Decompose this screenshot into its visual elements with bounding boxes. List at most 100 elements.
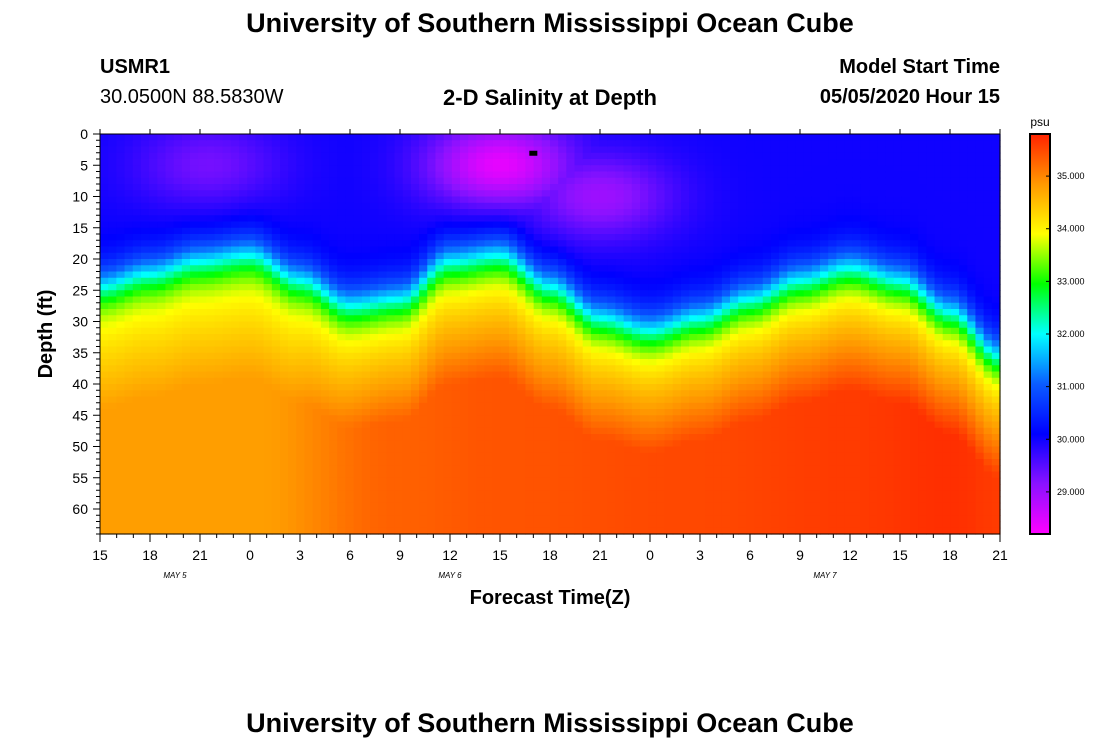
- heatmap-cell: [370, 321, 379, 329]
- heatmap-cell: [705, 384, 715, 391]
- heatmap-cell: [345, 290, 355, 298]
- heatmap-cell: [206, 240, 216, 248]
- heatmap-cell: [435, 215, 445, 223]
- heatmap-cell: [460, 377, 469, 385]
- heatmap-cell: [132, 159, 142, 166]
- heatmap-cell: [517, 390, 527, 398]
- heatmap-cell: [721, 171, 731, 179]
- heatmap-cell: [247, 434, 257, 441]
- heatmap-cell: [648, 471, 657, 479]
- heatmap-cell: [664, 315, 674, 323]
- heatmap-cell: [468, 415, 477, 423]
- heatmap-cell: [140, 165, 150, 173]
- heatmap-cell: [656, 440, 666, 448]
- heatmap-cell: [304, 271, 314, 279]
- heatmap-cell: [541, 346, 551, 354]
- heatmap-cell: [312, 290, 322, 298]
- heatmap-cell: [590, 177, 600, 185]
- heatmap-cell: [100, 377, 109, 385]
- heatmap-cell: [574, 240, 584, 248]
- heatmap-cell: [517, 421, 527, 429]
- heatmap-cell: [263, 484, 273, 491]
- heatmap-cell: [689, 527, 698, 535]
- heatmap-cell: [116, 459, 126, 466]
- heatmap-cell: [451, 184, 461, 191]
- heatmap-cell: [558, 159, 567, 166]
- heatmap-cell: [623, 477, 633, 485]
- heatmap-cell: [157, 334, 167, 341]
- heatmap-cell: [607, 384, 617, 391]
- heatmap-cell: [255, 509, 265, 516]
- heatmap-cell: [206, 446, 216, 454]
- heatmap-cell: [386, 252, 396, 260]
- heatmap-cell: [296, 227, 306, 235]
- heatmap-cell: [329, 327, 338, 335]
- heatmap-cell: [329, 471, 338, 479]
- heatmap-cell: [640, 384, 649, 391]
- heatmap-cell: [271, 496, 281, 504]
- heatmap-cell: [492, 152, 502, 160]
- heatmap-cell: [288, 352, 297, 360]
- heatmap-cell: [386, 302, 396, 310]
- heatmap-cell: [460, 284, 469, 291]
- heatmap-cell: [124, 177, 134, 185]
- heatmap-cell: [419, 359, 428, 366]
- heatmap-cell: [697, 177, 707, 185]
- heatmap-cell: [525, 459, 535, 466]
- heatmap-cell: [100, 234, 109, 241]
- heatmap-cell: [730, 415, 739, 423]
- heatmap-cell: [165, 221, 175, 229]
- heatmap-cell: [582, 296, 592, 304]
- heatmap-cell: [370, 302, 379, 310]
- heatmap-cell: [320, 465, 330, 473]
- heatmap-cell: [664, 477, 674, 485]
- heatmap-cell: [116, 146, 126, 154]
- heatmap-cell: [378, 171, 387, 179]
- heatmap-cell: [435, 234, 445, 241]
- heatmap-cell: [525, 184, 535, 191]
- heatmap-cell: [664, 140, 674, 148]
- heatmap-cell: [190, 409, 199, 416]
- heatmap-cell: [239, 440, 248, 448]
- heatmap-cell: [239, 346, 248, 354]
- heatmap-cell: [337, 334, 347, 341]
- heatmap-cell: [525, 402, 535, 410]
- heatmap-cell: [419, 284, 428, 291]
- heatmap-cell: [590, 327, 600, 335]
- heatmap-cell: [689, 352, 698, 360]
- heatmap-cell: [427, 377, 437, 385]
- heatmap-cell: [100, 221, 109, 229]
- heatmap-cell: [394, 290, 404, 298]
- heatmap-cell: [435, 502, 445, 510]
- heatmap-cell: [124, 221, 134, 229]
- heatmap-cell: [386, 296, 396, 304]
- heatmap-cell: [713, 140, 723, 148]
- heatmap-cell: [312, 377, 322, 385]
- heatmap-cell: [280, 515, 289, 523]
- heatmap-cell: [460, 527, 469, 535]
- heatmap-cell: [419, 452, 428, 460]
- heatmap-cell: [664, 377, 674, 385]
- heatmap-cell: [288, 477, 297, 485]
- heatmap-cell: [525, 515, 535, 523]
- heatmap-cell: [394, 352, 404, 360]
- heatmap-cell: [492, 371, 502, 379]
- heatmap-cell: [550, 465, 559, 473]
- heatmap-cell: [386, 527, 396, 535]
- heatmap-cell: [165, 184, 175, 191]
- heatmap-cell: [181, 427, 191, 435]
- heatmap-cell: [198, 521, 207, 529]
- heatmap-cell: [353, 346, 363, 354]
- heatmap-cell: [697, 515, 707, 523]
- heatmap-cell: [615, 259, 625, 266]
- heatmap-cell: [648, 190, 657, 198]
- heatmap-cell: [492, 446, 502, 454]
- heatmap-cell: [108, 402, 117, 410]
- heatmap-cell: [492, 327, 502, 335]
- heatmap-cell: [648, 396, 657, 404]
- heatmap-cell: [607, 296, 617, 304]
- heatmap-cell: [656, 202, 666, 210]
- heatmap-cell: [607, 277, 617, 285]
- heatmap-cell: [361, 265, 371, 273]
- heatmap-cell: [476, 159, 486, 166]
